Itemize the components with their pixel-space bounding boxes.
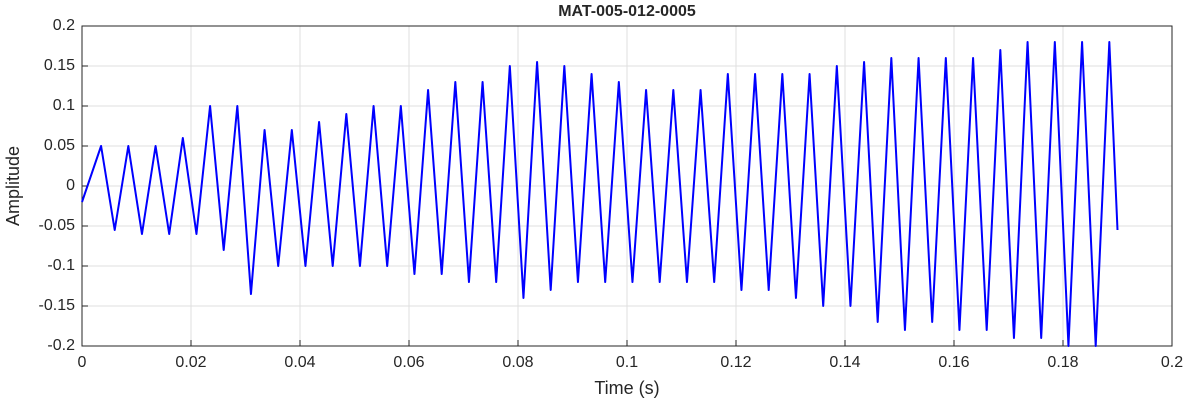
x-tick-label: 0.08 bbox=[502, 354, 533, 371]
x-tick-label: 0.14 bbox=[829, 354, 860, 371]
y-tick-label: -0.05 bbox=[39, 217, 76, 234]
y-tick-label: 0.2 bbox=[53, 17, 75, 34]
x-tick-label: 0.02 bbox=[175, 354, 206, 371]
x-tick-label: 0.18 bbox=[1047, 354, 1078, 371]
x-tick-label: 0.06 bbox=[393, 354, 424, 371]
y-tick-label: 0 bbox=[66, 177, 75, 194]
x-tick-label: 0.12 bbox=[720, 354, 751, 371]
y-tick-label: 0.1 bbox=[53, 97, 75, 114]
x-tick-label: 0.04 bbox=[284, 354, 315, 371]
x-tick-label: 0.2 bbox=[1161, 354, 1183, 371]
x-tick-label: 0 bbox=[78, 354, 87, 371]
x-tick-label: 0.1 bbox=[616, 354, 638, 371]
y-tick-label: 0.15 bbox=[44, 57, 75, 74]
y-tick-label: -0.1 bbox=[47, 257, 75, 274]
y-tick-label: -0.2 bbox=[47, 337, 75, 354]
y-tick-label: 0.05 bbox=[44, 137, 75, 154]
chart-title: MAT-005-012-0005 bbox=[558, 3, 696, 20]
x-tick-label: 0.16 bbox=[938, 354, 969, 371]
data-line bbox=[81, 41, 1119, 347]
x-axis-label: Time (s) bbox=[594, 378, 659, 398]
plot-frame bbox=[81, 25, 1173, 347]
y-axis-label: Amplitude bbox=[3, 146, 23, 226]
y-tick-label: -0.15 bbox=[39, 297, 76, 314]
